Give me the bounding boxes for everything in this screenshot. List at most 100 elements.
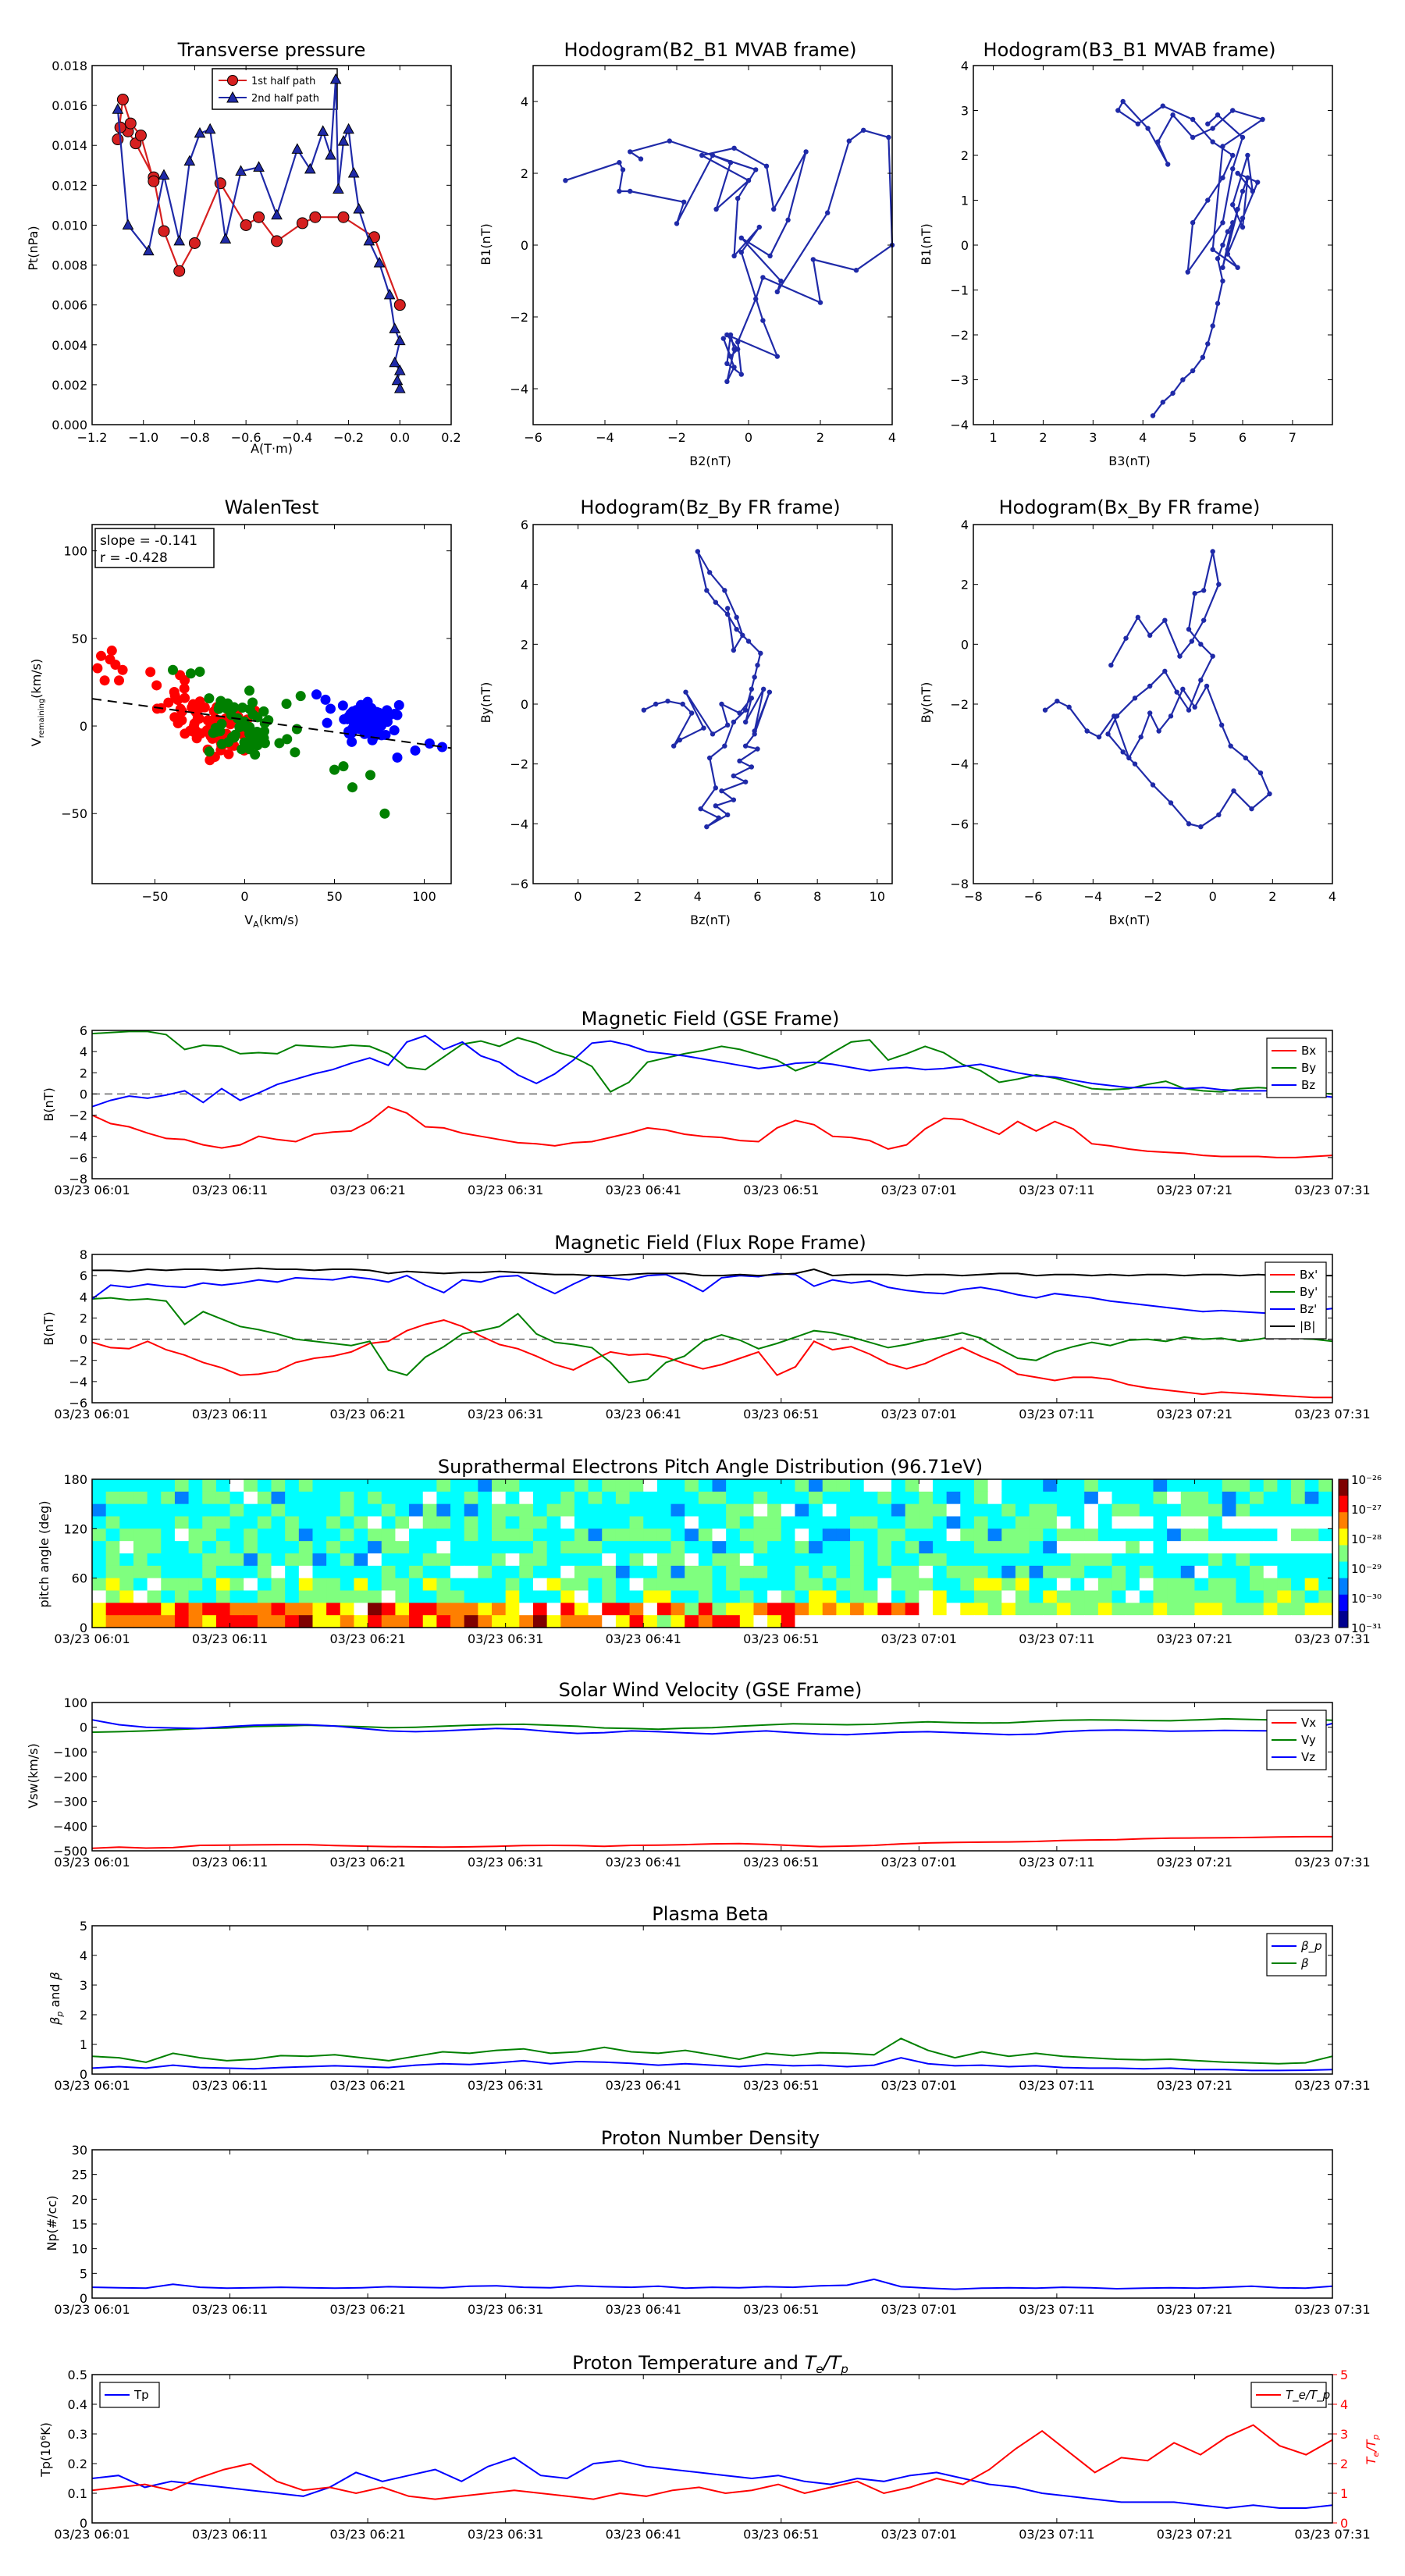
solar-wind-velocity-ylabel: Vsw(km/s) (26, 1743, 41, 1808)
heatmap-cell (712, 1541, 727, 1554)
heatmap-cell (1070, 1541, 1085, 1554)
heatmap-cell (850, 1503, 865, 1517)
y-tick-label: 0.014 (52, 138, 87, 153)
heatmap-cell (1194, 1479, 1209, 1493)
data-point (742, 719, 749, 725)
colorbar-segment (1339, 1528, 1348, 1546)
heatmap-cell (285, 1528, 300, 1542)
y-tick-label: 10 (72, 2242, 87, 2257)
heatmap-cell (1291, 1615, 1306, 1628)
data-point (1126, 755, 1132, 761)
heatmap-cell (436, 1603, 451, 1616)
heatmap-cell (161, 1615, 176, 1628)
data-point (1220, 265, 1225, 270)
heatmap-cell (643, 1578, 658, 1592)
heatmap-cell (670, 1516, 685, 1529)
heatmap-cell (1112, 1503, 1126, 1517)
heatmap-cell (395, 1516, 410, 1529)
pitch-angle-title: Suprathermal Electrons Pitch Angle Distr… (438, 1456, 983, 1478)
scatter-point (368, 731, 379, 742)
heatmap-cell (987, 1565, 1002, 1579)
heatmap-cell (229, 1503, 244, 1517)
heatmap-cell (368, 1565, 382, 1579)
heatmap-cell (712, 1553, 727, 1567)
data-point (194, 126, 206, 138)
heatmap-cell (133, 1503, 148, 1517)
heatmap-cell (1097, 1553, 1113, 1567)
heatmap-cell (656, 1578, 672, 1592)
heatmap-cell (368, 1528, 382, 1542)
heatmap-cell (1043, 1516, 1058, 1529)
data-point (1186, 626, 1192, 632)
heatmap-cell (863, 1503, 878, 1517)
x-tick-label: −2 (1144, 889, 1162, 904)
heatmap-cell (602, 1541, 617, 1554)
heatmap-cell (960, 1503, 975, 1517)
heatmap-cell (147, 1479, 162, 1493)
data-point (1215, 301, 1221, 306)
heatmap-cell (863, 1615, 878, 1628)
data-point (1135, 614, 1141, 621)
time-tick-label: 03/23 06:31 (468, 1183, 543, 1197)
x-tick-label: 6 (753, 889, 761, 904)
data-point (731, 347, 737, 352)
scatter-point (295, 691, 306, 702)
heatmap-cell (436, 1479, 451, 1493)
heatmap-cell (354, 1479, 368, 1493)
time-tick-label: 03/23 06:41 (606, 2527, 681, 2542)
legend-label: By' (1300, 1285, 1318, 1299)
heatmap-cell (822, 1528, 837, 1542)
heatmap-cell (229, 1491, 244, 1505)
scatter-point (281, 699, 292, 710)
scatter-point (168, 664, 178, 675)
time-tick-label: 03/23 06:21 (329, 1855, 405, 1870)
heatmap-cell (229, 1578, 244, 1592)
x-tick-label: −4 (1084, 889, 1103, 904)
data-point (710, 731, 716, 737)
heatmap-cell (1180, 1603, 1196, 1616)
heatmap-cell (973, 1479, 989, 1493)
heatmap-cell (1263, 1578, 1278, 1592)
data-point (204, 123, 216, 134)
heatmap-cell (326, 1528, 341, 1542)
heatmap-cell (656, 1491, 672, 1505)
heatmap-cell (147, 1590, 162, 1603)
heatmap-cell (147, 1603, 162, 1616)
time-tick-label: 03/23 06:11 (192, 1855, 268, 1870)
heatmap-cell (409, 1578, 424, 1592)
data-point (563, 178, 568, 183)
heatmap-cell (1222, 1516, 1237, 1529)
series-line (91, 1030, 1333, 1095)
data-point (235, 165, 247, 176)
scatter-point (338, 761, 349, 772)
heatmap-cell (422, 1590, 437, 1603)
heatmap-cell (450, 1590, 465, 1603)
heatmap-cell (822, 1578, 837, 1592)
scatter-point (194, 666, 205, 677)
heatmap-cell (1153, 1528, 1168, 1542)
heatmap-cell (1277, 1528, 1292, 1542)
heatmap-cell (1043, 1528, 1058, 1542)
heatmap-cell (174, 1565, 190, 1579)
heatmap-cell (464, 1479, 478, 1493)
heatmap-cell (712, 1590, 727, 1603)
data-point (1189, 639, 1195, 644)
heatmap-cell (698, 1565, 713, 1579)
plot-frame (91, 1925, 1333, 2075)
heatmap-cell (450, 1541, 465, 1554)
data-point (1210, 247, 1215, 252)
heatmap-cell (92, 1491, 107, 1505)
data-point (617, 160, 622, 165)
heatmap-cell (602, 1565, 617, 1579)
heatmap-cell (1043, 1553, 1058, 1567)
heatmap-cell (257, 1479, 272, 1493)
heatmap-cell (1015, 1578, 1030, 1592)
data-point (755, 662, 760, 668)
heatmap-cell (519, 1603, 534, 1616)
heatmap-cell (960, 1565, 975, 1579)
time-tick-label: 03/23 07:31 (1294, 1631, 1370, 1646)
heatmap-cell (905, 1603, 919, 1616)
data-point (183, 155, 196, 166)
series-line (565, 129, 894, 382)
colorbar-segment (1339, 1479, 1348, 1496)
